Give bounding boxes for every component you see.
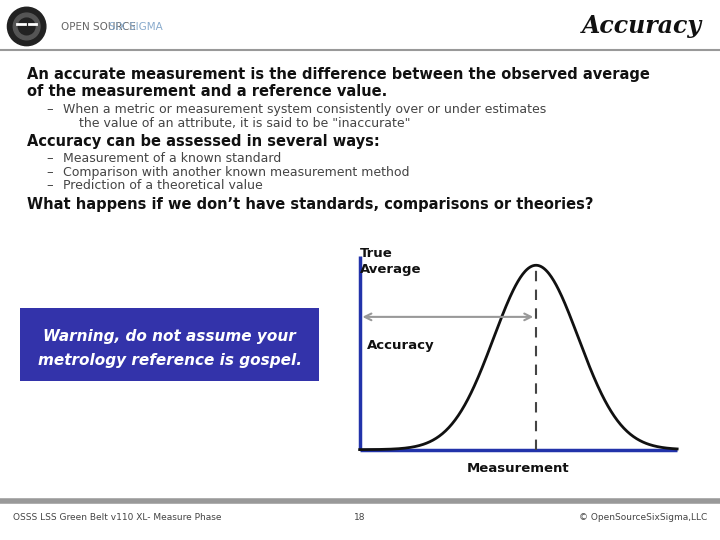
Text: Prediction of a theoretical value: Prediction of a theoretical value	[63, 179, 263, 192]
Text: –: –	[47, 152, 53, 165]
Text: Warning, do not assume your: Warning, do not assume your	[43, 329, 296, 345]
Text: True
Average: True Average	[360, 247, 421, 276]
Text: OSSS LSS Green Belt v110 XL- Measure Phase: OSSS LSS Green Belt v110 XL- Measure Pha…	[13, 513, 222, 522]
Text: SIX SIGMA: SIX SIGMA	[109, 22, 163, 32]
Text: –: –	[47, 179, 53, 192]
Text: What happens if we don’t have standards, comparisons or theories?: What happens if we don’t have standards,…	[27, 197, 594, 212]
Text: Accuracy can be assessed in several ways:: Accuracy can be assessed in several ways…	[27, 134, 380, 149]
Text: –: –	[47, 166, 53, 179]
Text: Measurement: Measurement	[467, 462, 570, 475]
Text: Accuracy: Accuracy	[582, 14, 702, 38]
Text: Comparison with another known measurement method: Comparison with another known measuremen…	[63, 166, 410, 179]
Text: An accurate measurement is the difference between the observed average: An accurate measurement is the differenc…	[27, 68, 650, 83]
Text: Accuracy: Accuracy	[366, 339, 434, 352]
Circle shape	[7, 7, 46, 46]
Text: –: –	[47, 103, 53, 116]
Text: Measurement of a known standard: Measurement of a known standard	[63, 152, 282, 165]
Circle shape	[18, 18, 35, 35]
Text: the value of an attribute, it is said to be "inaccurate": the value of an attribute, it is said to…	[63, 117, 411, 130]
Text: © OpenSourceSixSigma,LLC: © OpenSourceSixSigma,LLC	[579, 513, 707, 522]
Circle shape	[13, 13, 40, 40]
Text: of the measurement and a reference value.: of the measurement and a reference value…	[27, 84, 387, 99]
Text: 18: 18	[354, 513, 366, 522]
Text: OPEN SOURCE: OPEN SOURCE	[61, 22, 140, 32]
Text: metrology reference is gospel.: metrology reference is gospel.	[37, 353, 302, 368]
FancyBboxPatch shape	[20, 308, 319, 381]
Text: When a metric or measurement system consistently over or under estimates: When a metric or measurement system cons…	[63, 103, 546, 116]
